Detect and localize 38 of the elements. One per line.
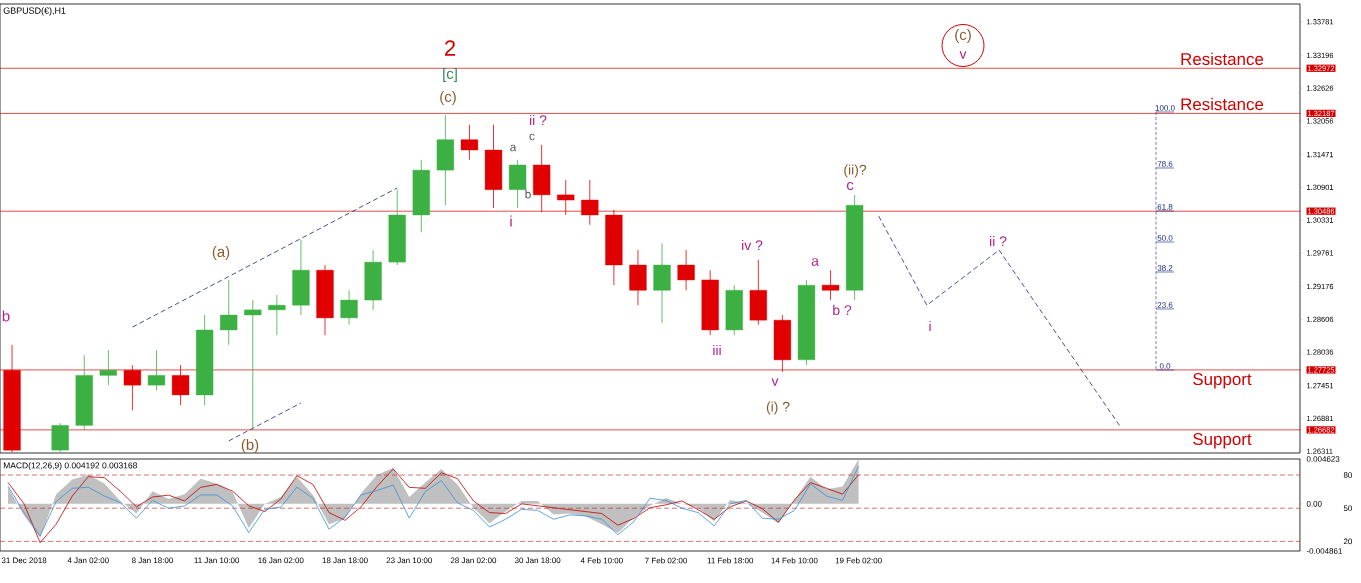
annotation: 2: [445, 40, 455, 56]
annotation: b: [525, 189, 531, 199]
annotation: b ?: [833, 304, 852, 316]
ref-line-label: Support: [1193, 373, 1252, 389]
annotation: c: [846, 181, 854, 191]
chart-title: GBPUSD(€),H1: [3, 7, 66, 16]
candlestick: [460, 124, 479, 161]
annotation: a: [510, 144, 517, 152]
candlestick: [677, 249, 695, 291]
candlestick: [821, 269, 840, 301]
annotation: i: [510, 215, 512, 227]
annotation: ii ?: [530, 114, 547, 126]
annotation: (a): [212, 246, 230, 260]
annotation: v: [959, 51, 967, 59]
annotation: (b): [241, 439, 259, 453]
candlestick: [244, 299, 262, 431]
candlestick: [340, 289, 358, 326]
candlestick: [99, 349, 117, 386]
annotation: c: [529, 133, 535, 141]
annotation: (i) ?: [766, 401, 790, 415]
candlestick: [220, 279, 238, 346]
ref-line-label: Resistance: [1181, 52, 1264, 66]
annotation: iii: [713, 344, 721, 356]
annotation: v: [771, 378, 779, 386]
candlestick: [147, 349, 166, 391]
annotation: i: [929, 320, 931, 332]
annotation: (c): [440, 91, 456, 105]
annotation: [c]: [443, 68, 457, 82]
annotation: (c): [955, 29, 971, 43]
ref-line-label: Support: [1193, 433, 1252, 449]
annotation: (ii)?: [844, 164, 867, 178]
annotation: a: [811, 258, 819, 266]
chart-title: MACD(12,26,9) 0.004192 0.003168: [3, 462, 137, 471]
candlestick: [268, 294, 286, 336]
annotation: ii ?: [990, 235, 1007, 247]
annotation: iv ?: [742, 239, 763, 251]
ref-line-label: Resistance: [1181, 97, 1264, 111]
annotation: b: [2, 310, 10, 322]
